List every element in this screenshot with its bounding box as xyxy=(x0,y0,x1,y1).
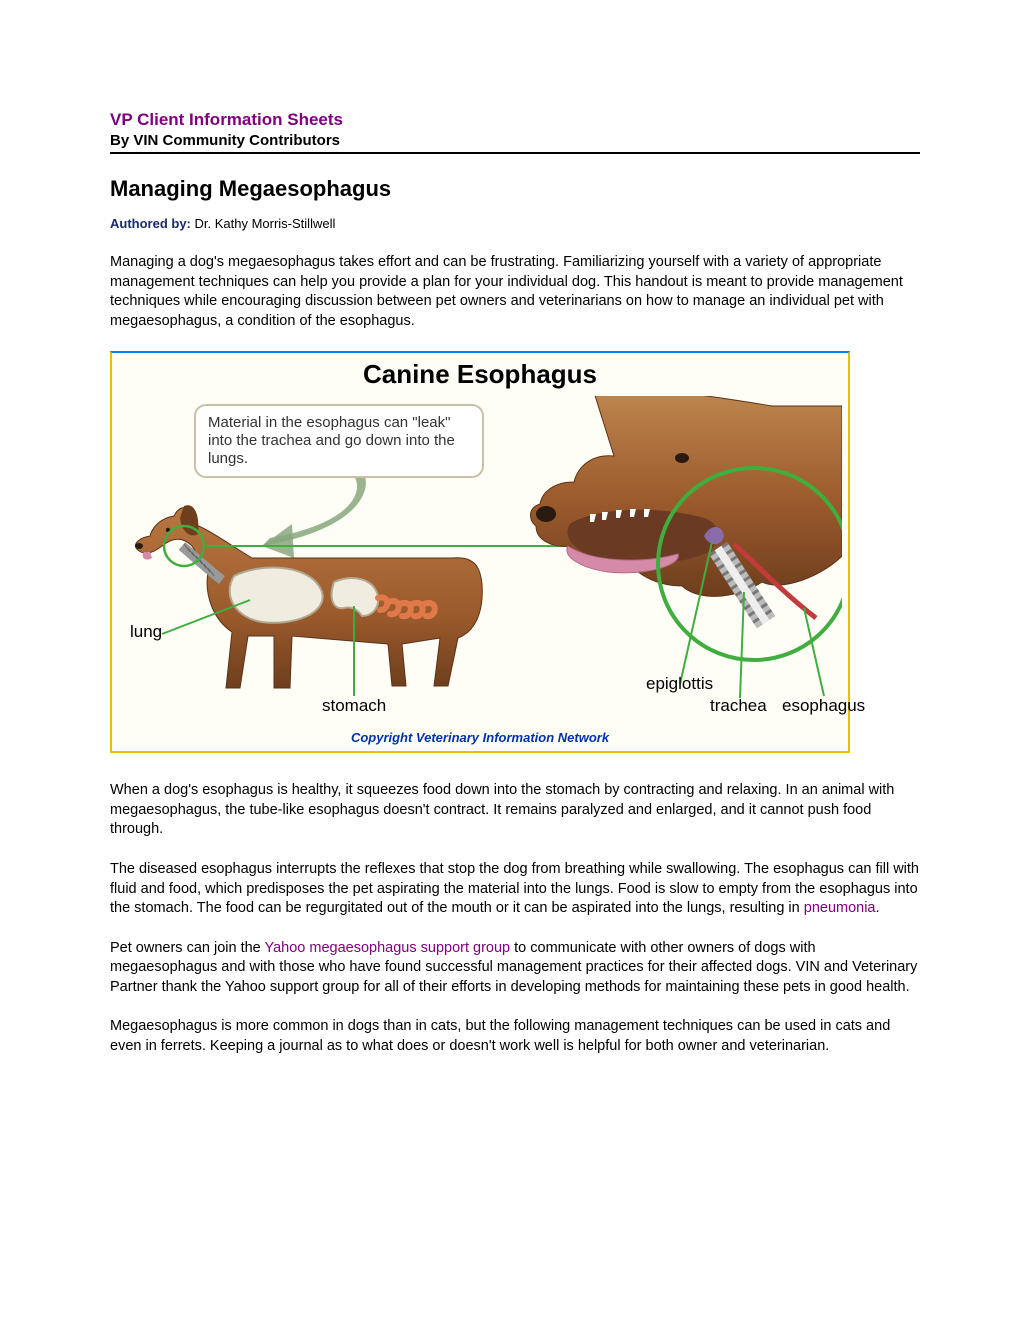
figure-copyright: Copyright Veterinary Information Network xyxy=(122,730,838,745)
header-rule xyxy=(110,152,920,154)
paragraph-3: The diseased esophagus interrupts the re… xyxy=(110,860,920,919)
figure-label-lung: lung xyxy=(130,622,162,642)
figure-callout: Material in the esophagus can "leak" int… xyxy=(194,404,484,478)
paragraph-1: Managing a dog's megaesophagus takes eff… xyxy=(110,253,920,331)
figure-label-esophagus: esophagus xyxy=(782,696,865,716)
figure-label-stomach: stomach xyxy=(322,696,386,716)
paragraph-3b: . xyxy=(876,900,880,916)
paragraph-5: Megaesophagus is more common in dogs tha… xyxy=(110,1017,920,1056)
paragraph-4a: Pet owners can join the xyxy=(110,940,265,956)
header-block: VP Client Information Sheets By VIN Comm… xyxy=(110,110,920,154)
link-pneumonia[interactable]: pneumonia xyxy=(804,900,876,916)
paragraph-4: Pet owners can join the Yahoo megaesopha… xyxy=(110,939,920,998)
figure-label-trachea: trachea xyxy=(710,696,767,716)
sheet-series-title: VP Client Information Sheets xyxy=(110,110,920,130)
sheet-byline: By VIN Community Contributors xyxy=(110,132,920,149)
author-label: Authored by: xyxy=(110,216,191,231)
figure-stage: Material in the esophagus can "leak" int… xyxy=(122,396,838,726)
paragraph-3a: The diseased esophagus interrupts the re… xyxy=(110,861,919,916)
link-yahoo-group[interactable]: Yahoo megaesophagus support group xyxy=(265,940,511,956)
author-line: Authored by: Dr. Kathy Morris-Stillwell xyxy=(110,216,920,231)
figure-title: Canine Esophagus xyxy=(122,359,838,390)
article-title: Managing Megaesophagus xyxy=(110,176,920,202)
figure-canine-esophagus: Canine Esophagus xyxy=(110,351,850,753)
paragraph-2: When a dog's esophagus is healthy, it sq… xyxy=(110,781,920,840)
figure-label-epiglottis: epiglottis xyxy=(646,674,713,694)
author-name: Dr. Kathy Morris-Stillwell xyxy=(191,216,335,231)
